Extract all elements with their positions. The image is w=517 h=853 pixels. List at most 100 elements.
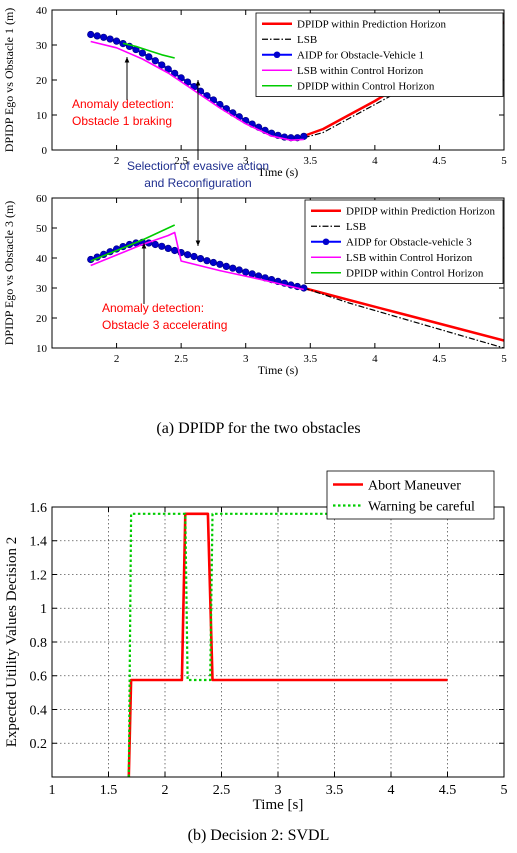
x-tick-label: 3.5 <box>303 353 317 365</box>
legend-box <box>255 12 504 97</box>
x-tick-label: 4.5 <box>439 783 457 798</box>
series-line-1 <box>127 512 448 777</box>
series-line-3 <box>90 40 304 141</box>
x-tick-label: 5 <box>501 155 507 167</box>
data-point <box>158 61 166 69</box>
series-line-4 <box>90 224 176 262</box>
legend-label: LSB within Control Horizon <box>346 252 473 264</box>
annotation-arrowhead <box>124 57 130 63</box>
data-point <box>235 266 243 274</box>
x-tick-label: 2.5 <box>174 353 188 365</box>
x-tick-label: 2 <box>114 353 120 365</box>
legend-label: AIDP for Obstacle-Vehicle 1 <box>297 50 424 62</box>
y-tick-label: 60 <box>36 193 48 205</box>
annotation-arrowhead <box>195 240 201 246</box>
annotation-selection: and Reconfiguration <box>144 176 251 190</box>
y-tick-label: 20 <box>36 313 48 325</box>
legend-label: LSB <box>297 34 317 46</box>
data-point <box>145 53 153 61</box>
x-tick-label: 3.5 <box>326 783 344 798</box>
data-point <box>209 258 218 267</box>
annotation-anomaly-obstacle3: Anomaly detection: <box>102 301 204 315</box>
x-axis-label: Time (s) <box>258 165 299 179</box>
annotation-anomaly-obstacle1: Anomaly detection: <box>72 97 174 111</box>
x-tick-label: 5 <box>501 783 508 798</box>
y-axis-label: DPIDP Ego vs Obstacle 3 (m) <box>2 201 16 346</box>
x-axis-label: Time [s] <box>253 797 304 813</box>
legend-label: DPIDP within Prediction Horizon <box>297 19 446 31</box>
series-group <box>127 512 448 777</box>
data-point <box>229 264 237 272</box>
data-point <box>87 30 95 39</box>
plot-frame <box>51 506 505 778</box>
data-point <box>203 257 211 265</box>
y-tick-label: 10 <box>36 343 48 355</box>
data-point <box>138 49 146 57</box>
y-tick-label: 0.2 <box>30 737 48 752</box>
legend-label: LSB <box>346 221 366 233</box>
y-tick-label: 1.4 <box>30 535 48 550</box>
x-tick-label: 2.5 <box>174 155 188 167</box>
y-tick-label: 30 <box>36 40 48 52</box>
y-tick-label: 1.2 <box>30 568 48 583</box>
x-tick-label: 1.5 <box>100 783 118 798</box>
x-tick-label: 4 <box>372 353 378 365</box>
legend-label: Warning be careful <box>368 499 475 514</box>
y-tick-label: 0.8 <box>30 636 48 651</box>
data-point <box>196 255 205 263</box>
legend-label: Abort Maneuver <box>368 478 461 493</box>
legend-box <box>326 470 495 520</box>
data-point <box>171 246 179 255</box>
data-point <box>222 262 230 271</box>
series-group <box>87 224 504 348</box>
annotation-anomaly-obstacle3: Obstacle 3 accelerating <box>102 318 227 332</box>
y-tick-label: 30 <box>36 283 48 295</box>
annotation-anomaly-obstacle1: Obstacle 1 braking <box>72 114 172 128</box>
legend-label: DPIDP within Prediction Horizon <box>346 206 495 218</box>
annotation-arrowhead <box>195 80 201 86</box>
legend-label: DPIDP within Control Horizon <box>297 81 435 93</box>
legend-marker <box>322 238 330 246</box>
x-axis-label: Time (s) <box>258 363 299 377</box>
legend-marker <box>273 51 281 59</box>
data-point <box>151 57 159 65</box>
chart-decision2: 1 1.5 2 2.5 3 3.5 4 4.5 5 0.2 0.4 0.6 0.8 1 1.2 1.4 1.6 T… <box>4 470 508 813</box>
data-point <box>112 37 121 45</box>
series-line-3 <box>90 231 304 291</box>
y-axis-label: Expected Utility Values Decision 2 <box>4 537 20 748</box>
data-point <box>300 284 308 292</box>
y-tick-label: 40 <box>36 253 48 265</box>
legend-label: AIDP for Obstacle-vehicle 3 <box>346 237 472 249</box>
legend-label: LSB within Control Horizon <box>297 65 424 77</box>
data-point <box>248 270 256 278</box>
chart-obstacle1: 2 2.5 3 3.5 4 4.5 5 0 10 20 30 40 Time (s) DPIDP Ego … <box>2 5 507 179</box>
data-point <box>151 240 159 249</box>
series-line-1 <box>303 287 504 348</box>
x-tick-label: 2 <box>114 155 120 167</box>
y-tick-label: 0.6 <box>30 670 48 685</box>
x-tick-label: 4 <box>372 155 378 167</box>
data-point <box>164 244 172 252</box>
data-point <box>93 32 101 40</box>
chart-obstacle3: 2 2.5 3 3.5 4 4.5 5 10 20 30 40 50 60 Time (s) DPIDP E… <box>2 193 507 377</box>
x-tick-label: 1 <box>49 783 56 798</box>
x-tick-label: 4 <box>388 783 395 798</box>
data-point <box>100 33 108 41</box>
plot-frame <box>51 197 505 349</box>
x-tick-label: 2.5 <box>213 783 231 798</box>
y-tick-label: 50 <box>36 223 48 235</box>
y-tick-label: 10 <box>36 110 48 122</box>
caption-b: (b) Decision 2: SVDL <box>187 827 330 844</box>
data-point <box>106 35 114 43</box>
data-point <box>190 252 198 261</box>
series-line-0 <box>127 512 448 777</box>
series-line-4 <box>122 42 175 59</box>
series-line-0 <box>303 286 504 342</box>
y-tick-label: 20 <box>36 75 48 87</box>
x-tick-label: 4.5 <box>433 353 447 365</box>
annotations: Anomaly detection: Obstacle 1 braking Sele… <box>72 57 269 332</box>
x-tick-label: 2 <box>162 783 169 798</box>
legend-label: DPIDP within Control Horizon <box>346 268 484 280</box>
y-tick-label: 0 <box>42 145 48 157</box>
